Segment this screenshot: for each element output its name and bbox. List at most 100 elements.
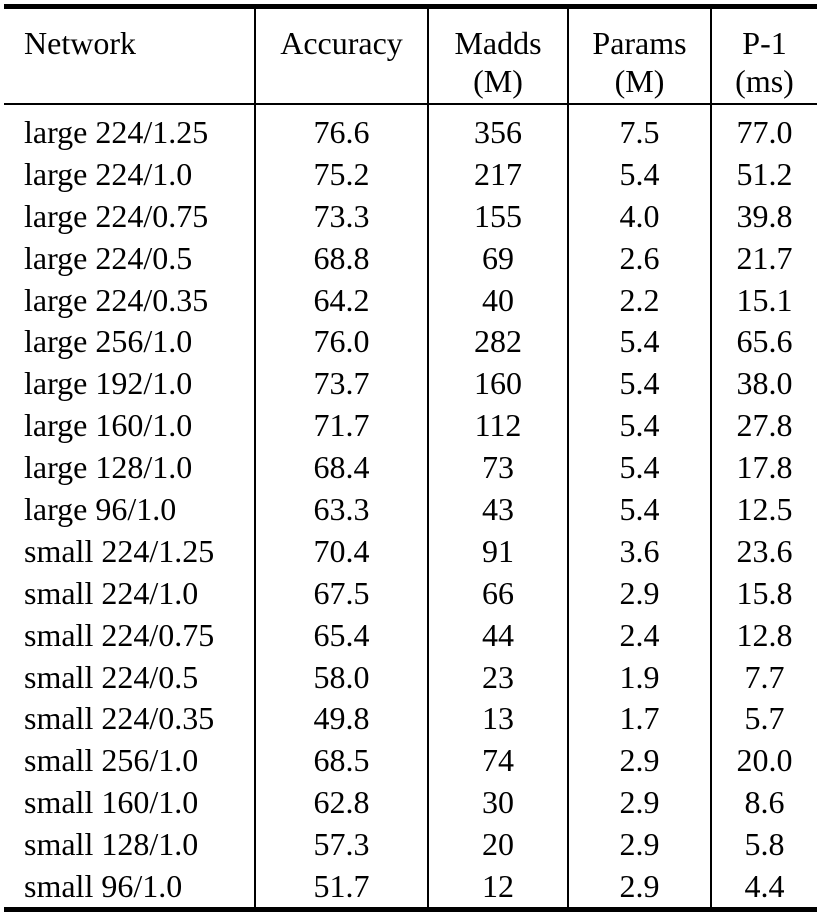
params-cell: 2.9 bbox=[568, 865, 712, 910]
params-cell: 5.4 bbox=[568, 488, 712, 530]
accuracy-cell: 76.6 bbox=[255, 104, 429, 153]
latency-cell: 4.4 bbox=[744, 867, 785, 904]
params-cell: 2.9 bbox=[568, 781, 712, 824]
latency-cell: 17.8 bbox=[736, 449, 793, 486]
accuracy-cell: 58.0 bbox=[255, 655, 429, 698]
network-cell: large 96/1.0 bbox=[4, 488, 256, 530]
accuracy-cell: 68.8 bbox=[255, 236, 429, 279]
accuracy-cell: 68.5 bbox=[255, 739, 429, 782]
latency-cell: 15.1 bbox=[736, 281, 793, 318]
latency-cell: 77.0 bbox=[736, 113, 793, 150]
params-cell: 1.7 bbox=[568, 697, 712, 740]
madds-cell: 160 bbox=[428, 362, 569, 405]
latency-cell: 8.6 bbox=[744, 784, 785, 821]
network-cell: small 224/1.0 bbox=[4, 571, 256, 614]
table-row: small 160/1.0 62.8 30 2.9 8.6 bbox=[4, 781, 817, 824]
latency-cell: 65.6 bbox=[736, 323, 793, 360]
network-cell: small 224/0.35 bbox=[4, 697, 256, 740]
table-row: large 160/1.0 71.7 112 5.4 27.8 bbox=[4, 404, 817, 447]
header-label-line: Accuracy bbox=[280, 25, 403, 61]
table-row: small 224/1.25 70.4 91 3.6 23.6 bbox=[4, 529, 817, 572]
table-row: large 224/1.0 75.2 217 5.4 51.2 bbox=[4, 152, 817, 195]
madds-cell: 217 bbox=[428, 152, 569, 195]
madds-cell: 23 bbox=[428, 655, 569, 698]
madds-cell: 73 bbox=[428, 446, 569, 489]
params-cell: 1.9 bbox=[568, 655, 712, 698]
accuracy-cell: 75.2 bbox=[255, 152, 429, 195]
table-body: large 224/1.25 76.6 356 7.5 77.0 large 224/1.… bbox=[4, 104, 817, 910]
network-cell: large 224/0.5 bbox=[4, 236, 256, 279]
table-row: small 96/1.0 51.7 12 2.9 4.4 bbox=[4, 865, 817, 910]
accuracy-cell: 51.7 bbox=[255, 865, 429, 910]
madds-cell: 356 bbox=[428, 104, 569, 153]
latency-cell: 12.5 bbox=[736, 490, 793, 527]
network-cell: small 96/1.0 bbox=[4, 865, 256, 910]
table-row: large 128/1.0 68.4 73 5.4 17.8 bbox=[4, 446, 817, 489]
latency-cell: 12.8 bbox=[736, 616, 793, 653]
network-cell: large 224/1.0 bbox=[4, 152, 256, 195]
madds-cell: 40 bbox=[428, 278, 569, 321]
params-cell: 5.4 bbox=[568, 320, 712, 363]
params-cell: 4.0 bbox=[568, 194, 712, 237]
accuracy-cell: 57.3 bbox=[255, 823, 429, 866]
latency-cell: 23.6 bbox=[736, 532, 793, 569]
network-cell: small 224/0.75 bbox=[4, 613, 256, 656]
table-row: large 256/1.0 76.0 282 5.4 65.6 bbox=[4, 320, 817, 363]
params-cell: 7.5 bbox=[568, 104, 712, 153]
latency-cell: 20.0 bbox=[736, 742, 793, 779]
header-label-line: Madds bbox=[454, 25, 542, 61]
accuracy-cell: 68.4 bbox=[255, 446, 429, 489]
madds-header: Madds (M) bbox=[428, 6, 569, 105]
params-cell: 2.9 bbox=[568, 739, 712, 782]
network-cell: large 192/1.0 bbox=[4, 362, 256, 405]
params-cell: 2.9 bbox=[568, 571, 712, 614]
table-row: small 224/1.0 67.5 66 2.9 15.8 bbox=[4, 571, 817, 614]
latency-cell: 7.7 bbox=[744, 658, 785, 695]
latency-cell: 15.8 bbox=[736, 574, 793, 611]
header-label-line: P-1 bbox=[742, 25, 787, 61]
madds-cell: 282 bbox=[428, 320, 569, 363]
accuracy-cell: 49.8 bbox=[255, 697, 429, 740]
params-cell: 5.4 bbox=[568, 446, 712, 489]
results-table-container: Network Accuracy Madds (M) Params (M) P-1 (ms) … bbox=[4, 4, 817, 912]
params-cell: 2.6 bbox=[568, 236, 712, 279]
madds-cell: 112 bbox=[428, 404, 569, 447]
madds-cell: 155 bbox=[428, 194, 569, 237]
madds-cell: 30 bbox=[428, 781, 569, 824]
table-row: small 224/0.5 58.0 23 1.9 7.7 bbox=[4, 655, 817, 698]
latency-cell: 38.0 bbox=[736, 365, 793, 402]
params-cell: 5.4 bbox=[568, 152, 712, 195]
table-row: large 224/0.75 73.3 155 4.0 39.8 bbox=[4, 194, 817, 237]
network-cell: small 128/1.0 bbox=[4, 823, 256, 866]
accuracy-cell: 67.5 bbox=[255, 571, 429, 614]
params-header: Params (M) bbox=[568, 6, 712, 105]
network-cell: small 224/0.5 bbox=[4, 655, 256, 698]
params-cell: 2.9 bbox=[568, 823, 712, 866]
table-row: large 224/1.25 76.6 356 7.5 77.0 bbox=[4, 104, 817, 153]
accuracy-cell: 62.8 bbox=[255, 781, 429, 824]
header-label-line: (M) bbox=[614, 63, 665, 99]
table-row: large 224/0.5 68.8 69 2.6 21.7 bbox=[4, 236, 817, 279]
params-cell: 5.4 bbox=[568, 362, 712, 405]
results-table: Network Accuracy Madds (M) Params (M) P-1 (ms) … bbox=[4, 4, 817, 912]
accuracy-cell: 71.7 bbox=[255, 404, 429, 447]
table-row: small 128/1.0 57.3 20 2.9 5.8 bbox=[4, 823, 817, 866]
latency-cell: 21.7 bbox=[736, 239, 793, 276]
madds-cell: 12 bbox=[428, 865, 569, 910]
accuracy-header: Accuracy bbox=[255, 6, 429, 105]
network-cell: large 128/1.0 bbox=[4, 446, 256, 489]
header-label-line: (M) bbox=[473, 63, 523, 99]
latency-cell: 5.7 bbox=[744, 700, 785, 737]
network-cell: large 224/0.75 bbox=[4, 194, 256, 237]
table-row: large 192/1.0 73.7 160 5.4 38.0 bbox=[4, 362, 817, 405]
table-header: Network Accuracy Madds (M) Params (M) P-1 (ms) bbox=[4, 6, 817, 105]
madds-cell: 43 bbox=[428, 488, 569, 530]
madds-cell: 20 bbox=[428, 823, 569, 866]
network-cell: large 256/1.0 bbox=[4, 320, 256, 363]
madds-cell: 69 bbox=[428, 236, 569, 279]
params-cell: 2.2 bbox=[568, 278, 712, 321]
latency-cell: 27.8 bbox=[736, 407, 793, 444]
network-header: Network bbox=[4, 6, 256, 105]
params-cell: 2.4 bbox=[568, 613, 712, 656]
madds-cell: 74 bbox=[428, 739, 569, 782]
